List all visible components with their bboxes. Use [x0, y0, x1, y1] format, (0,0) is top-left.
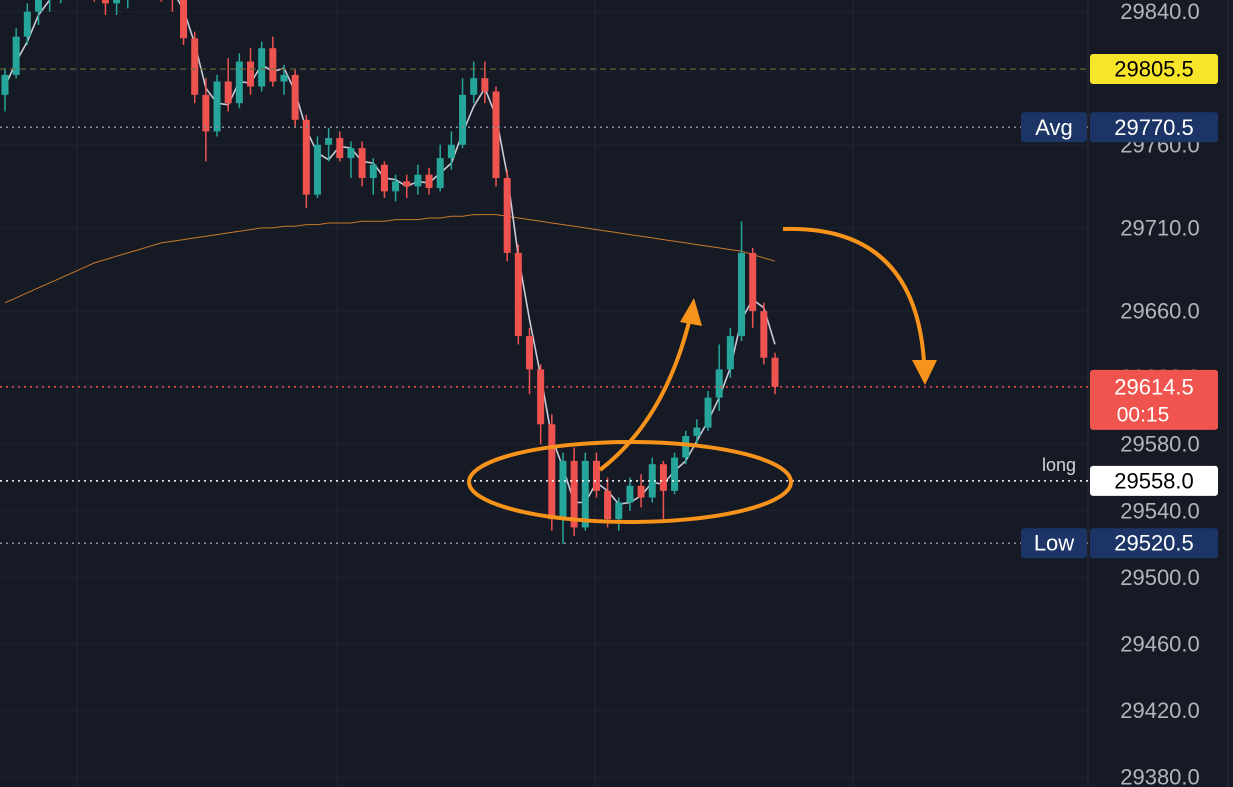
candle-body: [369, 164, 377, 179]
y-tick-label: 29460.0: [1120, 631, 1200, 656]
candle-body: [258, 48, 266, 87]
candle-body: [403, 181, 411, 187]
candle-body: [537, 369, 545, 425]
candle-body: [313, 144, 321, 195]
candle-body: [113, 0, 121, 4]
candle-body: [12, 36, 20, 75]
candle-body: [291, 74, 299, 120]
moving-average: [4, 0, 776, 505]
candle-body: [659, 464, 667, 491]
candle-body: [269, 48, 277, 82]
candle-body: [392, 181, 400, 192]
candles: [1, 0, 779, 545]
y-tick-label: 29710.0: [1120, 215, 1200, 240]
candle-body: [525, 336, 533, 370]
price-label: 29520.5: [1114, 531, 1194, 556]
countdown: 00:15: [1117, 403, 1170, 426]
candle-body: [693, 427, 701, 436]
candle-body: [715, 369, 723, 398]
candle-body: [425, 174, 433, 189]
candle-body: [604, 490, 612, 520]
candle-body: [470, 78, 478, 95]
candle-body: [704, 397, 712, 428]
candle-body: [459, 94, 467, 145]
candle-body: [514, 252, 522, 337]
candle-body: [648, 464, 656, 498]
tag-label: Low: [1034, 531, 1074, 556]
candle-body: [615, 502, 623, 520]
candle-body: [101, 0, 109, 4]
candle-body: [637, 485, 645, 498]
candle-body: [191, 38, 199, 95]
candle-body: [23, 11, 31, 37]
candle-body: [626, 485, 634, 503]
y-tick-label: 29500.0: [1120, 565, 1200, 590]
y-tick-label: 29580.0: [1120, 432, 1200, 457]
candle-body: [180, 0, 188, 39]
y-tick-label: 29840.0: [1120, 0, 1200, 24]
annotation-arrow-up: [598, 317, 692, 472]
price-label: 29805.5: [1114, 57, 1194, 82]
tag-box: [1021, 112, 1087, 143]
candle-body: [380, 164, 388, 192]
candle-body: [34, 0, 42, 12]
candle-body: [671, 457, 679, 491]
candle-body: [492, 91, 500, 179]
y-tick-label: 29420.0: [1120, 698, 1200, 723]
candle-body: [436, 158, 444, 189]
price-label-box: [1090, 54, 1218, 85]
candle-body: [247, 61, 255, 87]
candle-body: [213, 81, 221, 132]
price-label-box: [1090, 528, 1218, 559]
tag-label: Avg: [1035, 115, 1073, 140]
candle-body: [358, 148, 366, 179]
price-lines: 29805.5 29770.5 Avg 29614.5 00:15 29558.0 long…: [0, 54, 1218, 559]
candle-body: [447, 144, 455, 159]
candle-body: [347, 148, 355, 159]
arrowhead: [912, 360, 937, 385]
candle-body: [280, 74, 288, 82]
candle-body: [570, 460, 578, 528]
tag-box: [1021, 528, 1087, 559]
arrowhead: [680, 298, 702, 326]
price-label-box: [1090, 369, 1218, 430]
candle-body: [559, 460, 567, 520]
price-label: 29558.0: [1114, 468, 1194, 493]
price-label-box: [1090, 112, 1218, 143]
candle-body: [325, 138, 333, 145]
candle-body: [760, 311, 768, 358]
annotations: [467, 226, 937, 524]
candle-body: [682, 435, 690, 458]
price-label: 29614.5: [1114, 374, 1194, 399]
candle-body: [1, 74, 9, 95]
moving-average: [4, 214, 776, 304]
line-note: long: [1042, 455, 1076, 475]
candle-body: [503, 178, 511, 253]
y-tick-label: 29380.0: [1120, 765, 1200, 787]
candle-body: [302, 119, 310, 195]
candle-body: [726, 336, 734, 370]
candle-body: [738, 252, 746, 337]
candle-body: [481, 78, 489, 92]
candle-body: [224, 81, 232, 104]
candle-body: [235, 61, 243, 104]
candle-body: [414, 174, 422, 187]
price-label-box: [1090, 465, 1218, 496]
overlays: [4, 0, 776, 505]
candle-body: [749, 252, 757, 312]
candle-body: [592, 460, 600, 491]
candle-body: [202, 94, 210, 132]
annotation-arrow-down: [782, 226, 926, 363]
y-tick-label: 29540.0: [1120, 498, 1200, 523]
candle-body: [548, 424, 556, 520]
y-tick-label: 29660.0: [1120, 299, 1200, 324]
candle-body: [336, 138, 344, 159]
vertical-grid: [76, 0, 854, 787]
candle-body: [771, 357, 779, 387]
candle-body: [581, 460, 589, 528]
price-label: 29770.5: [1114, 115, 1194, 140]
y-axis: 29840.029760.029710.029660.029620.029580…: [1120, 0, 1200, 787]
